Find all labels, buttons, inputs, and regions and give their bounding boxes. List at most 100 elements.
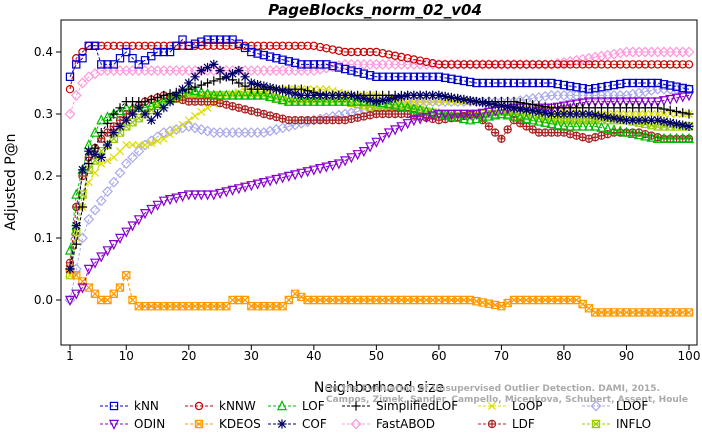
data-point-cof: [321, 90, 331, 100]
data-point-fastabod: [64, 108, 76, 120]
x-tick-label: 20: [181, 349, 196, 363]
data-point-odin: [390, 125, 401, 136]
data-point-knnw: [584, 60, 594, 69]
data-point-knn: [184, 41, 193, 51]
data-point-lof: [321, 95, 332, 106]
data-point-knnw: [515, 60, 525, 69]
legend-label: LoOP: [512, 399, 543, 413]
data-point-kdeos: [284, 295, 294, 305]
data-point-cof: [546, 109, 557, 119]
data-point-knn: [359, 69, 369, 78]
data-point-cof: [265, 83, 275, 93]
data-point-lof: [583, 120, 595, 131]
data-point-loop: [647, 109, 656, 119]
data-point-knnw: [434, 60, 444, 69]
data-point-lof: [402, 101, 413, 113]
data-point-knn: [578, 83, 587, 93]
data-point-knnw: [390, 51, 400, 60]
data-point-knnw: [72, 54, 81, 63]
data-point-loop: [203, 103, 212, 112]
data-point-lof: [383, 98, 394, 109]
legend-item-knnw: kNNW: [185, 399, 256, 413]
data-point-cof: [134, 103, 144, 113]
data-point-lof: [346, 95, 357, 106]
data-point-knnw: [297, 41, 306, 51]
data-point-lof: [189, 84, 201, 95]
legend-label: kNN: [134, 399, 159, 413]
data-point-odin: [77, 283, 88, 294]
data-point-simplifiedlof: [684, 109, 694, 119]
data-point-cof: [634, 115, 644, 125]
data-point-lof: [565, 120, 576, 131]
data-point-knnw: [259, 41, 269, 51]
legend-marker: [351, 401, 361, 411]
data-point-cof: [121, 115, 131, 125]
data-point-knnw: [65, 84, 75, 94]
data-point-loop: [103, 156, 112, 165]
data-point-cof: [603, 112, 613, 122]
data-point-lof: [577, 120, 588, 131]
data-point-odin: [677, 92, 688, 103]
data-point-cof: [221, 72, 231, 82]
data-point-odin: [290, 170, 301, 181]
data-point-knnw: [634, 60, 644, 69]
data-point-lof: [658, 132, 670, 143]
data-point-knn: [440, 73, 450, 83]
data-point-lof: [290, 95, 301, 106]
data-point-odin: [671, 93, 682, 104]
data-point-cof: [246, 78, 256, 88]
data-point-lof: [71, 188, 82, 199]
data-point-knn: [259, 50, 269, 60]
data-point-odin: [202, 190, 213, 201]
data-point-cof: [365, 95, 375, 105]
data-point-knnw: [153, 41, 162, 51]
data-point-knn: [397, 72, 406, 81]
data-point-cof: [184, 78, 194, 88]
data-point-ldof: [83, 213, 95, 225]
data-point-fastabod: [571, 54, 582, 66]
data-point-knnw: [509, 60, 519, 69]
data-point-odin: [683, 91, 695, 102]
data-point-loop: [97, 159, 106, 168]
data-point-knn: [378, 72, 387, 81]
data-point-cof: [328, 90, 338, 100]
data-point-knnw: [378, 49, 387, 58]
data-point-kdeos: [122, 271, 131, 280]
data-point-knnw: [659, 60, 669, 69]
data-point-simplifiedlof: [209, 76, 219, 86]
data-point-knnw: [547, 60, 556, 69]
data-point-knnw: [159, 41, 168, 51]
data-point-lof: [315, 95, 326, 106]
data-point-loop: [409, 97, 418, 106]
data-point-ldf: [497, 134, 506, 143]
y-axis: 0.0 0.1 0.2 0.3 0.4: [34, 45, 61, 307]
data-point-loop: [416, 97, 425, 106]
data-point-cof: [359, 93, 369, 104]
data-point-odin: [96, 252, 107, 263]
data-point-cof: [71, 221, 81, 231]
data-point-knn: [653, 78, 662, 88]
data-point-lof: [446, 110, 457, 121]
data-point-ldf: [228, 102, 237, 111]
data-point-odin: [446, 109, 457, 120]
data-point-knn: [634, 78, 644, 88]
data-point-kdeos: [566, 295, 575, 305]
data-point-odin: [239, 182, 251, 193]
data-point-kdeos: [490, 300, 500, 310]
data-point-ldf: [528, 125, 537, 134]
data-point-knnw: [272, 41, 281, 51]
data-point-knn: [84, 41, 93, 51]
data-point-odin: [483, 107, 494, 118]
data-point-cof: [152, 109, 163, 119]
data-point-odin: [196, 190, 207, 201]
data-point-knn: [572, 82, 581, 92]
y-tick-label: 0.3: [34, 107, 53, 121]
data-point-knn: [165, 47, 175, 57]
x-tick-label: 60: [431, 349, 446, 363]
data-point-kdeos: [459, 295, 469, 305]
data-point-odin: [421, 112, 432, 124]
data-point-lof: [602, 122, 613, 134]
legend-label: kNNW: [219, 399, 256, 413]
data-point-ldof: [227, 127, 239, 139]
data-point-knnw: [303, 41, 312, 51]
